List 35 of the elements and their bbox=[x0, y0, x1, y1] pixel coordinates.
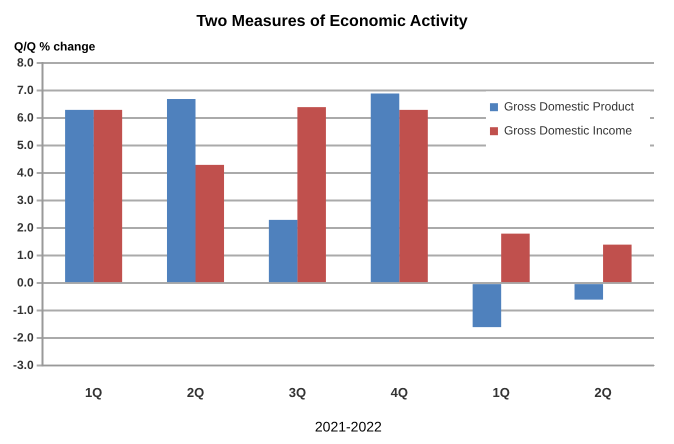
y-tick-label: 0.0 bbox=[16, 275, 34, 290]
y-tick-label: -3.0 bbox=[12, 358, 34, 372]
y-tick-label: -2.0 bbox=[12, 330, 34, 344]
y-tick-label: 5.0 bbox=[16, 138, 34, 152]
bar bbox=[603, 244, 632, 282]
x-tick-label: 2Q bbox=[186, 384, 204, 400]
y-tick-label: 7.0 bbox=[16, 83, 34, 98]
bar bbox=[166, 98, 196, 282]
y-tick-label: 1.0 bbox=[16, 248, 34, 262]
bar bbox=[501, 234, 530, 282]
bar bbox=[297, 107, 326, 282]
x-axis-title: 2021-2022 bbox=[314, 418, 382, 434]
bar bbox=[472, 284, 502, 328]
y-tick-label: 3.0 bbox=[16, 192, 34, 207]
bar bbox=[65, 110, 94, 282]
bar bbox=[574, 284, 604, 300]
bar bbox=[399, 110, 428, 282]
legend-label: Gross Domestic Product bbox=[504, 100, 635, 114]
y-tick-label: -1.0 bbox=[12, 302, 34, 317]
y-axis-title: Q/Q % change bbox=[14, 40, 96, 54]
x-tick-label: 1Q bbox=[492, 384, 510, 400]
bar bbox=[196, 164, 224, 282]
y-tick-label: 8.0 bbox=[16, 56, 34, 70]
chart-title: Two Measures of Economic Activity bbox=[196, 13, 468, 30]
x-tick-label: 2Q bbox=[594, 384, 612, 400]
x-tick-label: 3Q bbox=[288, 384, 306, 400]
bar bbox=[268, 220, 298, 282]
y-tick-label: 4.0 bbox=[16, 165, 34, 180]
x-tick-label: 1Q bbox=[84, 384, 102, 400]
y-tick-label: 2.0 bbox=[16, 220, 34, 234]
bar bbox=[94, 110, 122, 282]
x-tick-label: 4Q bbox=[390, 384, 408, 400]
bar bbox=[370, 93, 400, 282]
y-tick-label: 6.0 bbox=[16, 110, 34, 124]
legend-label: Gross Domestic Income bbox=[504, 124, 632, 138]
